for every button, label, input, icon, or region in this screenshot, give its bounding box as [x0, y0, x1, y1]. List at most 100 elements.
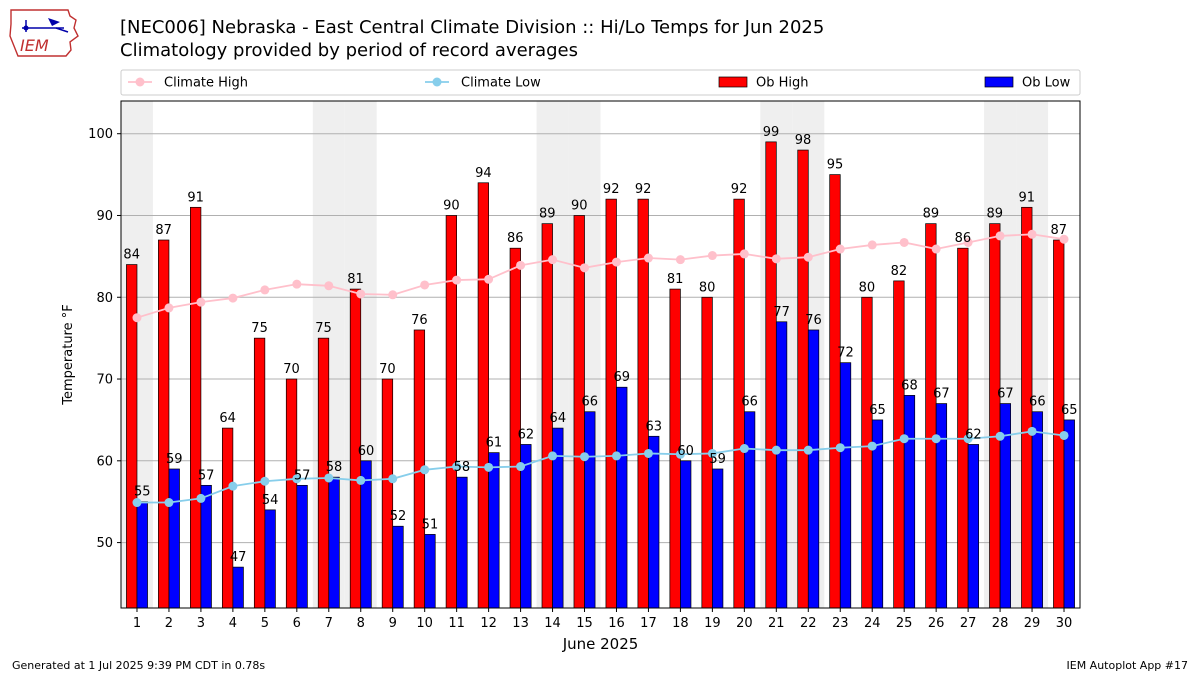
climate-high-point — [675, 255, 685, 265]
bar-ob-low — [264, 509, 276, 609]
bar-ob-low — [392, 525, 404, 609]
data-label-ob-low: 57 — [198, 468, 215, 483]
x-tick-label: 29 — [1024, 616, 1041, 631]
bar-ob-low — [839, 362, 852, 609]
bar-ob-high — [925, 223, 937, 609]
climate-low-point — [356, 475, 366, 485]
climate-low-point — [835, 443, 845, 453]
x-tick-label: 8 — [357, 616, 365, 631]
x-tick-label: 17 — [640, 616, 657, 631]
bar-ob-low — [712, 468, 724, 609]
legend: Climate High Climate Low Ob High Ob Low — [120, 69, 1081, 96]
x-tick-label: 4 — [229, 616, 237, 631]
bar-ob-low — [807, 329, 820, 609]
data-label-ob-high: 75 — [315, 321, 332, 336]
climate-low-point — [324, 473, 334, 483]
x-tick-label: 23 — [832, 616, 849, 631]
y-tick-label: 100 — [88, 127, 113, 142]
data-label-ob-high: 64 — [219, 411, 236, 426]
climate-high-point — [931, 244, 941, 254]
data-label-ob-low: 60 — [677, 444, 694, 459]
data-label-ob-high: 80 — [699, 280, 716, 295]
x-tick-label: 21 — [768, 616, 785, 631]
climate-low-point — [995, 431, 1005, 441]
legend-marker-climate-high — [135, 77, 145, 87]
bar-ob-low — [328, 476, 340, 609]
data-label-ob-high: 99 — [763, 125, 780, 140]
data-label-ob-high: 91 — [1019, 190, 1036, 205]
bar-ob-high — [285, 378, 298, 609]
data-label-ob-low: 66 — [1029, 395, 1046, 410]
bar-ob-low — [200, 484, 212, 609]
climate-low-point — [643, 448, 653, 458]
climate-low-point — [132, 498, 142, 508]
bar-ob-low — [616, 386, 628, 609]
bar-ob-low — [296, 484, 308, 609]
data-label-ob-low: 77 — [773, 305, 790, 320]
data-label-ob-high: 89 — [923, 207, 940, 222]
data-label-ob-low: 58 — [454, 460, 471, 475]
data-label-ob-high: 87 — [1050, 223, 1067, 238]
climate-low-point — [548, 451, 558, 461]
x-tick-label: 18 — [672, 616, 689, 631]
data-label-ob-low: 67 — [997, 387, 1014, 402]
data-label-ob-high: 90 — [443, 198, 460, 213]
logo-text: IEM — [20, 36, 49, 55]
bar-ob-low — [743, 411, 756, 609]
climate-low-point — [260, 476, 270, 486]
climate-high-point — [356, 289, 366, 299]
x-tick-label: 15 — [576, 616, 593, 631]
bar-ob-low — [648, 435, 660, 609]
climate-high-point — [388, 290, 398, 300]
climate-low-point — [164, 498, 174, 508]
data-label-ob-low: 54 — [262, 493, 279, 508]
climate-low-point — [739, 444, 749, 454]
climate-low-line — [136, 430, 1065, 504]
climate-low-point — [931, 434, 941, 444]
climate-low-point — [1059, 430, 1069, 440]
bar-ob-low — [680, 460, 692, 609]
climate-low-point — [388, 474, 398, 484]
bar-ob-low — [424, 534, 436, 609]
climate-high-point — [548, 255, 558, 265]
data-label-ob-low: 76 — [805, 313, 822, 328]
climate-high-point — [484, 274, 494, 284]
climate-low-point — [484, 462, 494, 472]
app-footer: IEM Autoplot App #17 — [1066, 659, 1189, 672]
bar-ob-high — [158, 239, 170, 609]
x-tick-label: 27 — [960, 616, 977, 631]
climate-high-point — [420, 280, 430, 290]
climate-high-point — [707, 251, 717, 261]
climate-low-point — [611, 451, 621, 461]
y-tick-label: 80 — [96, 291, 113, 306]
x-tick-label: 3 — [197, 616, 205, 631]
bar-ob-high — [381, 378, 394, 609]
plot-frame — [120, 100, 1081, 609]
bar-ob-high — [221, 427, 234, 609]
data-label-ob-high: 92 — [603, 182, 620, 197]
data-label-ob-low: 67 — [933, 387, 950, 402]
data-label-ob-low: 72 — [837, 346, 854, 361]
data-label-ob-high: 89 — [539, 207, 556, 222]
data-label-ob-high: 70 — [379, 362, 396, 377]
climate-low-point — [196, 493, 206, 503]
data-label-ob-low: 58 — [326, 460, 343, 475]
climate-high-point — [228, 293, 238, 303]
data-label-ob-high: 81 — [667, 272, 684, 287]
data-label-ob-low: 55 — [134, 485, 151, 500]
bar-ob-low — [232, 566, 244, 609]
x-tick-label: 19 — [704, 616, 721, 631]
x-tick-label: 7 — [325, 616, 333, 631]
climate-high-point — [771, 254, 781, 264]
climate-high-point — [324, 281, 334, 291]
x-tick-label: 13 — [512, 616, 529, 631]
legend-swatch-ob-high — [718, 76, 748, 88]
climate-high-point — [196, 297, 206, 307]
bar-ob-high — [765, 141, 777, 609]
data-label-ob-high: 98 — [795, 133, 812, 148]
bar-ob-low — [967, 444, 980, 609]
bar-ob-high — [829, 174, 841, 609]
climate-low-point — [452, 462, 462, 472]
climate-low-point — [292, 474, 302, 484]
